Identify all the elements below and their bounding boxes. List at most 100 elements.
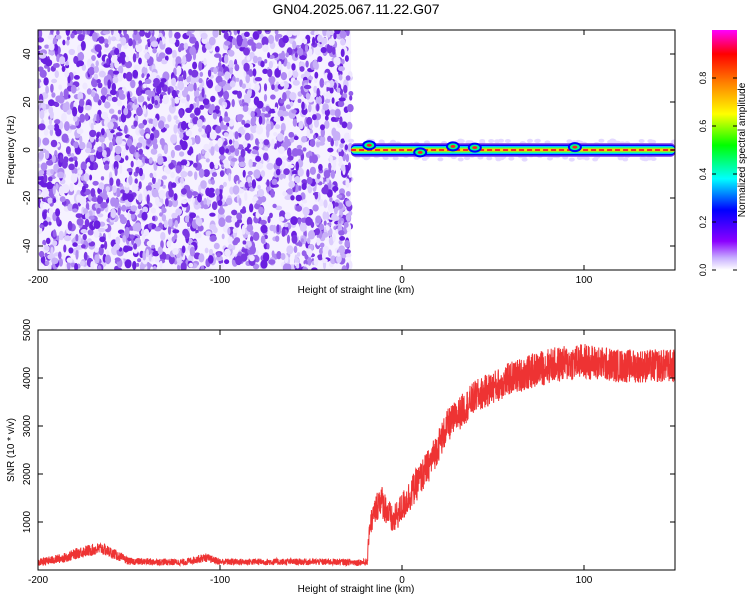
spectrogram-noise-cell	[232, 244, 236, 251]
spectrogram-noise-cell	[124, 60, 133, 69]
spectrogram-noise-cell	[78, 234, 82, 243]
spectrogram-halo-cell	[437, 157, 444, 162]
spectrogram-noise-cell	[105, 254, 111, 265]
spectrogram-halo-cell	[382, 156, 389, 160]
spectrogram-noise-cell	[294, 258, 300, 263]
spectrogram-noise-cell	[117, 65, 124, 75]
spectrogram-noise-cell	[259, 138, 264, 143]
spectrogram-noise-cell	[283, 168, 290, 176]
spectrogram-noise-cell	[159, 260, 163, 269]
spectrogram-halo-cell	[479, 139, 486, 143]
spectrogram-noise-cell	[113, 160, 119, 171]
spectrogram-noise-cell	[112, 136, 116, 147]
spectrogram-noise-cell	[275, 168, 281, 176]
spectrogram-noise-cell	[186, 221, 191, 227]
colorbar-tick-label: 0.0	[698, 264, 708, 277]
spectrogram-noise-cell	[290, 195, 295, 201]
spectrogram-noise-cell	[210, 235, 217, 242]
spectrogram-noise-cell	[171, 236, 176, 242]
spectrogram-noise-cell	[271, 250, 275, 257]
spectrogram-noise-cell	[171, 89, 177, 98]
spectrogram-noise-cell	[50, 169, 54, 175]
signal-bump-peak	[417, 150, 423, 154]
spectrogram-noise-cell	[328, 249, 332, 257]
spectrogram-noise-cell	[72, 208, 78, 213]
spectrogram-noise-cell	[117, 72, 123, 82]
spectrogram-noise-cell	[264, 30, 270, 33]
spectrogram-noise-cell	[69, 125, 77, 130]
spectrogram-noise-cell	[316, 237, 321, 246]
spectrogram-noise-cell	[112, 185, 117, 193]
spectrogram-noise-cell	[318, 163, 323, 171]
spectrogram-noise-cell	[94, 254, 99, 264]
spectrogram-noise-cell	[195, 232, 202, 239]
spectrogram-noise-cell	[244, 132, 251, 141]
spectrogram-noise-cell	[146, 137, 151, 145]
spectrogram-noise-cell	[189, 212, 197, 219]
spectrogram-noise-cell	[275, 157, 283, 167]
spectrogram-noise-cell	[89, 129, 97, 138]
spectrogram-noise-cell	[199, 104, 205, 110]
spectrogram-noise-cell	[100, 176, 105, 181]
spectrogram-noise-cell	[86, 238, 92, 243]
spectrogram-noise-cell	[336, 252, 341, 257]
spectrogram-noise-cell	[210, 95, 216, 103]
spectrogram-noise-cell	[196, 97, 200, 108]
spectrogram-noise-cell	[114, 166, 118, 177]
spectrogram-noise-cell	[323, 199, 328, 209]
spectrogram-noise-cell	[133, 64, 141, 71]
snr-xtick-label: -100	[210, 575, 230, 586]
spectrogram-noise-cell	[212, 112, 218, 120]
spectrogram-noise-cell	[79, 98, 85, 107]
spectrogram-halo-cell	[457, 157, 464, 162]
spectrogram-noise-cell	[167, 87, 171, 95]
spectrogram-noise-cell	[297, 47, 304, 57]
spectrogram-noise-cell	[39, 224, 44, 229]
spectrogram-noise-cell	[97, 265, 102, 270]
spectrogram-noise-cell	[261, 116, 266, 125]
spectrogram-noise-cell	[50, 246, 54, 257]
spectrogram-noise-cell	[100, 111, 109, 120]
spectrogram-noise-cell	[311, 267, 318, 270]
spectrogram-noise-cell	[329, 202, 334, 212]
spectrogram-noise-cell	[104, 101, 111, 109]
spectrogram-noise-cell	[241, 83, 246, 89]
spectrogram-noise-cell	[99, 236, 106, 243]
spectrogram-noise-cell	[189, 246, 196, 257]
spectrogram-noise-cell	[275, 205, 283, 211]
spectrogram-noise-cell	[296, 144, 303, 150]
spectrogram-noise-cell	[64, 69, 70, 78]
spectrogram-noise-cell	[260, 224, 268, 234]
spectrogram-noise-cell	[152, 215, 156, 221]
spectrogram-noise-cell	[38, 123, 46, 131]
spectrogram-noise-cell	[257, 30, 262, 35]
spectrogram-noise-cell	[269, 108, 276, 114]
spectrogram-noise-cell	[316, 173, 321, 180]
spectrogram-noise-cell	[83, 173, 90, 182]
spectrogram-noise-cell	[91, 78, 98, 88]
spectrogram-noise-cell	[44, 260, 50, 266]
spectrogram-noise-cell	[158, 52, 166, 59]
spectrogram-noise-cell	[345, 253, 352, 258]
spectrogram-noise-cell	[282, 92, 287, 102]
colorbar	[712, 30, 737, 270]
spectrogram-noise-cell	[68, 247, 74, 254]
spectrogram-noise-cell	[301, 101, 305, 111]
spectrogram-noise-cell	[339, 30, 347, 39]
spectrogram-noise-cell	[270, 138, 275, 149]
spectrogram-noise-cell	[293, 135, 299, 141]
spectrogram-noise-cell	[138, 148, 143, 155]
spectrogram-noise-cell	[294, 176, 301, 184]
spectrogram-noise-cell	[291, 63, 296, 71]
spectrogram-noise-cell	[83, 251, 88, 261]
spectrogram-noise-cell	[267, 52, 271, 59]
spectrogram-noise-cell	[46, 181, 53, 190]
spectrogram-noise-cell	[175, 208, 183, 216]
spectrogram-noise-cell	[42, 220, 49, 227]
spectrogram-noise-cell	[236, 212, 243, 220]
spectrogram-noise-cell	[81, 63, 87, 71]
spectrogram-noise-cell	[126, 219, 130, 227]
spectrogram-noise-cell	[223, 181, 227, 187]
spectrogram-noise-cell	[262, 252, 270, 262]
spectrogram-noise-cell	[295, 161, 300, 171]
